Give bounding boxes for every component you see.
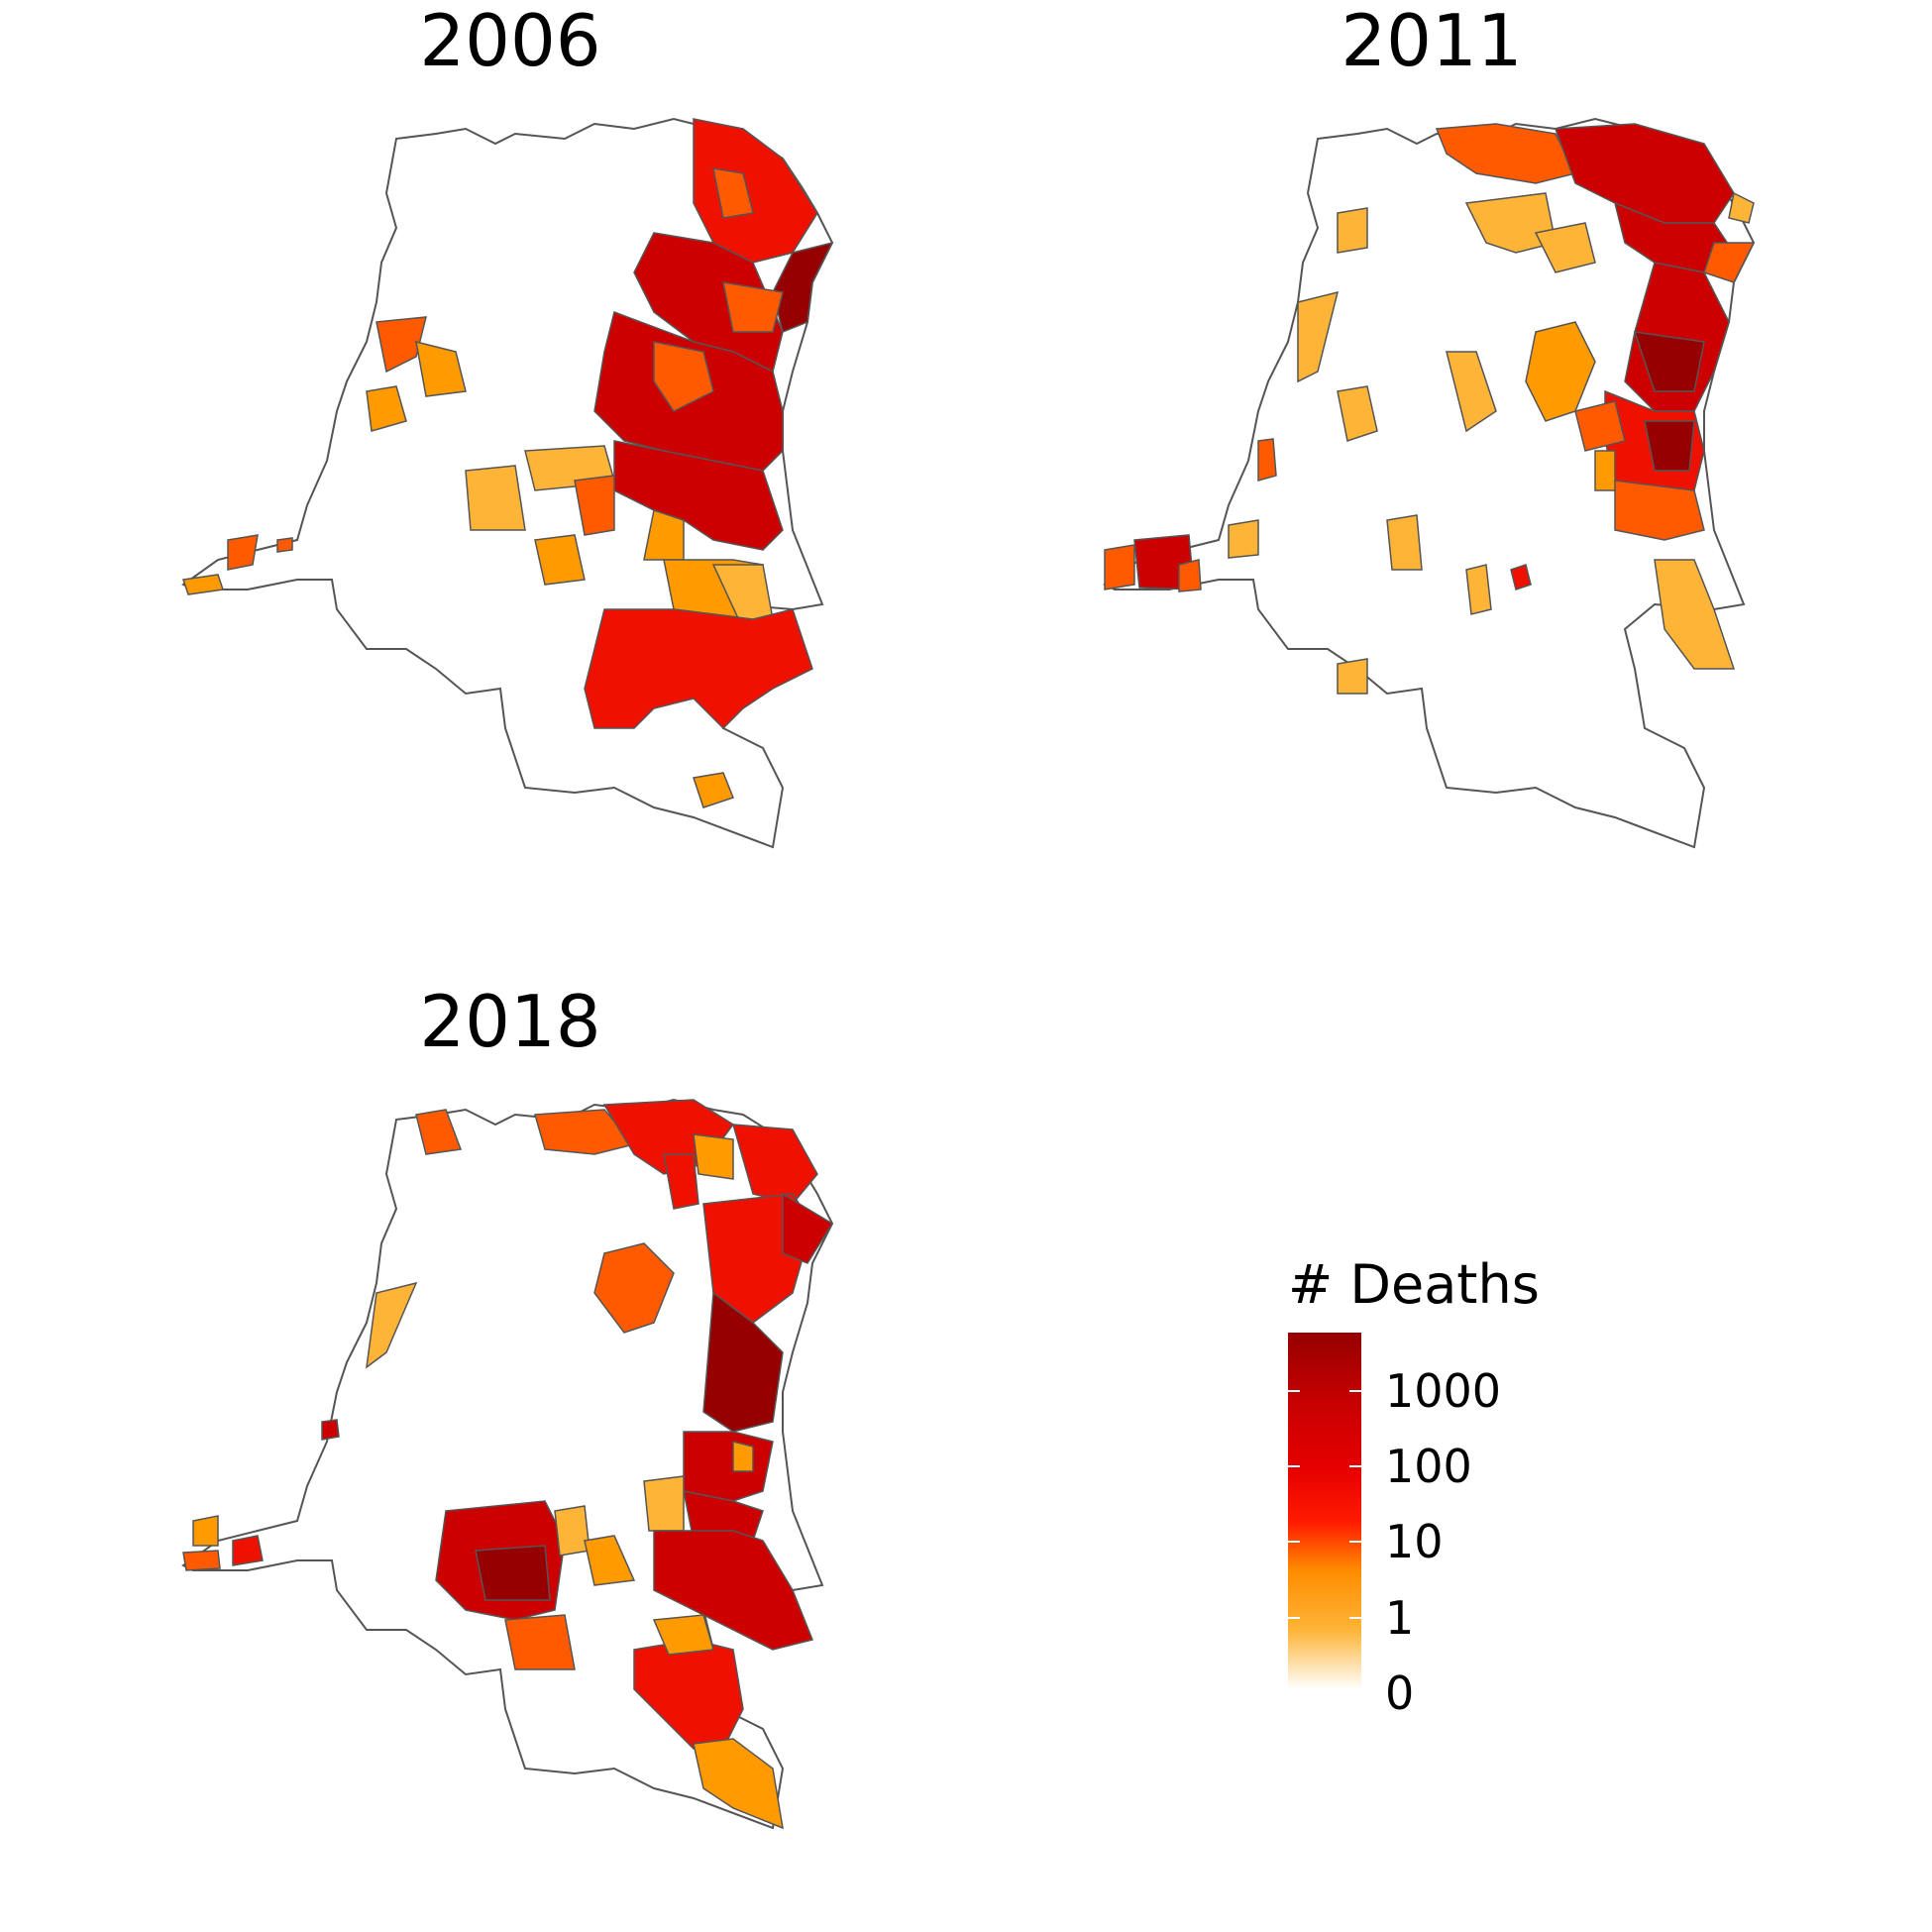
region-south-kivu bbox=[1614, 480, 1705, 541]
legend-colorbar bbox=[1288, 1333, 1361, 1689]
panel-title-2006: 2006 bbox=[419, 0, 601, 82]
region-equateur-west bbox=[366, 1281, 418, 1369]
region-tshuapa bbox=[1446, 351, 1497, 433]
legend-tick-100 bbox=[1288, 1465, 1300, 1467]
region-ituri-east bbox=[1703, 242, 1756, 283]
region-kasai-central bbox=[534, 534, 586, 586]
district-regions bbox=[1104, 123, 1756, 695]
region-north-kivu bbox=[702, 1291, 784, 1433]
region-masisi bbox=[1644, 420, 1695, 472]
region-kinshasa bbox=[276, 537, 293, 553]
region-tshopo bbox=[1525, 321, 1596, 422]
legend-tick-10 bbox=[1288, 1541, 1300, 1543]
panel-title-2011: 2011 bbox=[1341, 0, 1523, 82]
legend-title: # Deaths bbox=[1288, 1253, 1540, 1316]
region-boma-north bbox=[192, 1515, 219, 1547]
region-kongo-central bbox=[232, 1535, 264, 1566]
legend-label-10: 10 bbox=[1385, 1515, 1444, 1568]
region-tanganyika bbox=[653, 1530, 814, 1651]
legend-tick-1-right bbox=[1349, 1617, 1361, 1619]
region-katanga-south bbox=[1337, 658, 1368, 695]
region-kwilu-dark bbox=[475, 1545, 551, 1601]
region-uele-light bbox=[1534, 222, 1596, 273]
region-kongo-central bbox=[227, 534, 259, 571]
region-katanga-south bbox=[693, 772, 734, 808]
region-small-orange-ne bbox=[712, 167, 754, 219]
region-sankuru bbox=[574, 475, 615, 536]
region-north-east bbox=[693, 118, 818, 264]
drc-map-2018 bbox=[181, 1098, 834, 1830]
region-boma bbox=[182, 574, 224, 595]
region-equateur-west bbox=[1297, 290, 1340, 383]
region-maniema bbox=[613, 440, 784, 551]
legend-tick-10-right bbox=[1349, 1541, 1361, 1543]
legend-tick-1 bbox=[1288, 1617, 1300, 1619]
region-maniema-orange bbox=[1574, 400, 1626, 452]
region-kasai-orange bbox=[584, 1535, 636, 1586]
region-kasai-north bbox=[465, 465, 526, 531]
region-equateur-south bbox=[1337, 385, 1378, 442]
region-mai-ndombe-small bbox=[321, 1419, 340, 1441]
drc-map-2006 bbox=[181, 117, 834, 849]
region-bas-uele-west bbox=[534, 1109, 636, 1155]
region-kasai-red bbox=[1510, 564, 1532, 590]
region-uele-small bbox=[663, 1153, 699, 1210]
region-kasai bbox=[1465, 564, 1492, 615]
region-orange-mid bbox=[722, 281, 784, 333]
region-sud-ubangi bbox=[1337, 207, 1368, 254]
region-aru bbox=[1728, 191, 1755, 224]
drc-map-2011 bbox=[1103, 117, 1756, 849]
region-kinshasa-area bbox=[1228, 519, 1259, 559]
region-equateur-orange bbox=[415, 340, 467, 397]
legend-label-1000: 1000 bbox=[1385, 1364, 1502, 1418]
region-bas-uele-south bbox=[1464, 192, 1556, 254]
region-kivu-orange bbox=[732, 1441, 754, 1472]
legend-label-100: 100 bbox=[1385, 1440, 1472, 1493]
region-lualaba-orange bbox=[652, 1614, 714, 1656]
legend-tick-100-right bbox=[1349, 1465, 1361, 1467]
region-nord-ubangi bbox=[415, 1109, 463, 1155]
region-orange-central bbox=[653, 341, 714, 412]
region-bas-uele-west bbox=[1435, 123, 1577, 184]
legend-label-0: 0 bbox=[1385, 1666, 1415, 1720]
region-equateur-south bbox=[366, 385, 407, 432]
region-katanga-south bbox=[693, 1738, 784, 1830]
legend-tick-1000 bbox=[1288, 1390, 1300, 1392]
region-equateur-west bbox=[376, 316, 427, 374]
region-south-kivu bbox=[683, 1431, 774, 1502]
region-maniema-east bbox=[1594, 450, 1616, 491]
region-kongo-orange bbox=[1178, 559, 1202, 592]
region-kwilu bbox=[1386, 514, 1423, 571]
region-haut-uele bbox=[731, 1124, 818, 1205]
region-boma bbox=[1104, 544, 1135, 590]
region-tshopo bbox=[593, 1242, 675, 1334]
region-kwango bbox=[504, 1614, 576, 1670]
region-mahagi bbox=[782, 1192, 834, 1264]
region-tanganyika bbox=[1654, 559, 1736, 670]
district-regions bbox=[182, 118, 834, 808]
region-boma bbox=[182, 1550, 221, 1571]
region-beni bbox=[1633, 331, 1705, 392]
region-mai-ndombe-strip bbox=[1257, 438, 1277, 482]
region-sankuru-light bbox=[643, 1475, 685, 1532]
district-regions bbox=[182, 1099, 834, 1830]
region-uele-orange bbox=[693, 1133, 734, 1180]
region-kasai-light bbox=[554, 1505, 590, 1556]
region-haut-lomami bbox=[584, 608, 813, 730]
legend-tick-1000-right bbox=[1349, 1390, 1361, 1392]
panel-title-2018: 2018 bbox=[419, 980, 601, 1063]
legend-label-1: 1 bbox=[1385, 1591, 1415, 1645]
